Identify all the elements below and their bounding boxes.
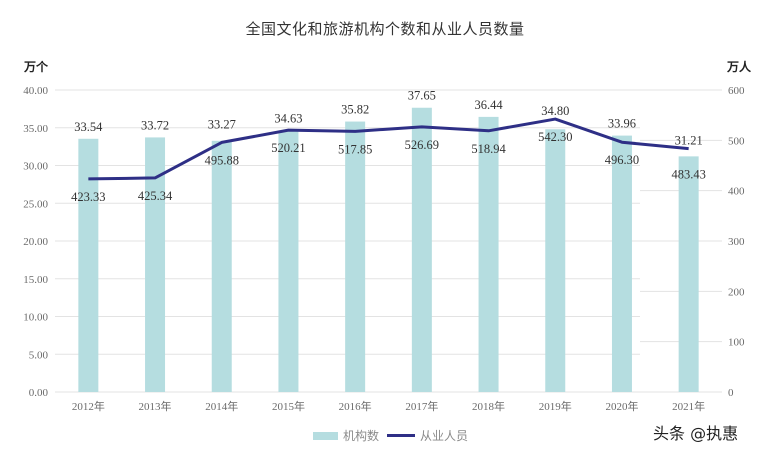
x-axis-tick: 2016年	[339, 399, 372, 413]
right-axis-unit: 万人	[727, 60, 752, 74]
legend-bar-swatch	[313, 431, 338, 440]
line-value-label: 517.85	[338, 142, 372, 156]
x-axis-tick: 2015年	[272, 399, 305, 413]
legend-line-swatch	[387, 434, 416, 437]
bar-institutions	[611, 135, 632, 393]
right-axis-tick: 300	[728, 236, 745, 248]
bar-value-label: 33.72	[141, 118, 169, 132]
right-axis-tick: 500	[728, 135, 745, 147]
line-value-label: 495.88	[205, 153, 239, 167]
bar-value-label: 33.96	[608, 117, 636, 131]
left-axis-unit: 万个	[24, 60, 49, 74]
right-axis-tick: 600	[728, 85, 745, 97]
left-axis-tick: 35.00	[23, 123, 48, 135]
line-value-label: 542.30	[538, 130, 572, 144]
bar-institutions	[78, 138, 99, 392]
line-value-label: 425.34	[138, 189, 173, 203]
right-axis-tick: 100	[728, 337, 745, 349]
right-axis-tick: 200	[728, 286, 745, 298]
x-axis-tick: 2014年	[205, 399, 238, 413]
bar-value-label: 31.21	[675, 134, 703, 148]
right-axis-tick: 0	[728, 387, 734, 399]
left-axis-tick: 0.00	[29, 387, 49, 399]
bar-institutions	[278, 130, 299, 392]
bar-institutions	[545, 129, 566, 392]
line-value-label: 518.94	[471, 142, 506, 156]
bar-value-label: 33.54	[74, 120, 103, 134]
x-axis-tick: 2018年	[472, 399, 505, 413]
left-axis-tick: 20.00	[23, 236, 48, 248]
bar-value-label: 34.63	[274, 112, 302, 126]
left-axis-tick: 25.00	[23, 198, 48, 210]
bar-institutions	[478, 116, 499, 393]
left-axis-tick: 40.00	[23, 85, 48, 97]
line-value-label: 496.30	[605, 153, 639, 167]
x-axis-tick: 2021年	[672, 399, 705, 413]
x-axis-tick: 2020年	[605, 399, 638, 413]
x-axis-tick: 2012年	[72, 399, 105, 413]
left-axis-tick: 10.00	[23, 312, 48, 324]
legend-line-label: 从业人员	[420, 429, 469, 443]
bar-value-label: 37.65	[408, 89, 436, 103]
line-value-label: 423.33	[71, 190, 105, 204]
line-employees	[88, 117, 689, 181]
bar-value-label: 36.44	[474, 98, 503, 112]
legend: 机构数 从业人员	[313, 427, 468, 444]
chart-title: 全国文化和旅游机构个数和从业人员数量	[245, 20, 525, 38]
x-axis-tick: 2019年	[539, 399, 572, 413]
line-value-label: 520.21	[271, 141, 305, 155]
left-axis-tick: 15.00	[23, 274, 48, 286]
right-axis-tick: 400	[728, 186, 745, 198]
x-axis-tick: 2017年	[405, 399, 438, 413]
line-value-label: 483.43	[671, 168, 705, 182]
bar-institutions	[678, 156, 699, 392]
watermark: 头条 @执惠	[653, 424, 739, 443]
bar-value-label: 33.27	[208, 117, 236, 131]
line-value-label: 526.69	[405, 138, 439, 152]
left-axis-tick: 30.00	[23, 161, 48, 173]
legend-bar-label: 机构数	[343, 429, 380, 443]
bar-value-label: 34.80	[541, 104, 569, 118]
bar-institutions	[345, 121, 366, 393]
bar-value-label: 35.82	[341, 103, 369, 117]
left-axis-tick: 5.00	[29, 349, 49, 361]
bar-institutions	[145, 137, 166, 392]
x-axis-tick: 2013年	[139, 399, 172, 413]
bar-institutions	[211, 140, 232, 392]
bar-institutions	[411, 107, 432, 393]
